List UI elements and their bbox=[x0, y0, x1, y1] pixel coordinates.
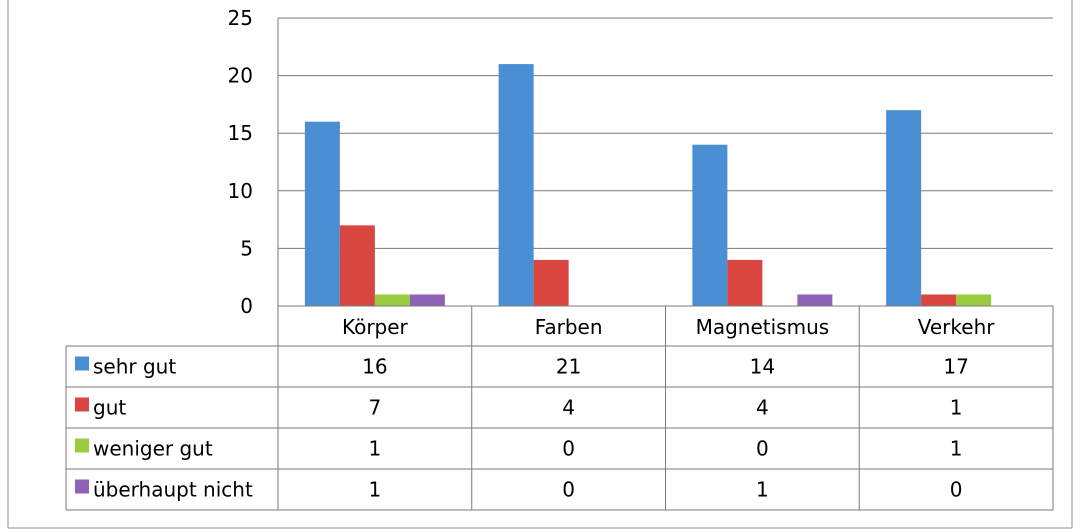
category-label-farben: Farben bbox=[535, 315, 603, 339]
data-label-überhaupt-nicht-magnetismus: 1 bbox=[756, 478, 769, 502]
data-label-gut-magnetismus: 4 bbox=[756, 396, 769, 420]
bar-weniger-gut-körper bbox=[374, 294, 410, 306]
data-table: Körper Farben Magnetismus Verkehr sehr gut 16… bbox=[65, 305, 1054, 511]
y-tick-label: 15 bbox=[228, 121, 253, 145]
data-label-gut-farben: 4 bbox=[562, 396, 575, 420]
bar-weniger-gut-verkehr bbox=[956, 294, 992, 306]
y-tick-label: 25 bbox=[228, 6, 253, 30]
category-label-körper: Körper bbox=[342, 315, 409, 339]
legend-key-weniger-gut bbox=[75, 438, 89, 453]
bar-überhaupt-nicht-magnetismus bbox=[797, 294, 833, 306]
data-label-weniger-gut-körper: 1 bbox=[369, 437, 382, 461]
y-tick-label: 20 bbox=[228, 64, 253, 88]
bar-gut-magnetismus bbox=[727, 259, 763, 306]
bar-überhaupt-nicht-körper bbox=[409, 294, 445, 306]
bar-gut-verkehr bbox=[921, 294, 957, 306]
series-label-überhaupt-nicht: überhaupt nicht bbox=[93, 478, 253, 502]
bar-gut-farben bbox=[533, 259, 569, 306]
category-label-magnetismus: Magnetismus bbox=[696, 315, 830, 339]
series-label-gut: gut bbox=[93, 396, 126, 420]
bar-sehr-gut-körper bbox=[304, 121, 340, 307]
data-label-sehr-gut-verkehr: 17 bbox=[943, 355, 968, 379]
series-label-sehr-gut: sehr gut bbox=[93, 355, 176, 379]
data-label-überhaupt-nicht-verkehr: 0 bbox=[950, 478, 963, 502]
data-label-sehr-gut-magnetismus: 14 bbox=[750, 355, 775, 379]
y-tick-label: 0 bbox=[240, 294, 253, 318]
y-tick-label: 10 bbox=[228, 179, 253, 203]
data-label-überhaupt-nicht-farben: 0 bbox=[562, 478, 575, 502]
bar-gut-körper bbox=[339, 225, 375, 306]
bar-sehr-gut-farben bbox=[498, 64, 534, 306]
series-label-weniger-gut: weniger gut bbox=[93, 437, 213, 461]
bars bbox=[304, 64, 992, 307]
y-axis-ticks: 0 5 10 15 20 25 bbox=[228, 6, 253, 318]
data-label-gut-körper: 7 bbox=[369, 396, 382, 420]
legend-key-sehr-gut bbox=[75, 356, 89, 371]
data-label-überhaupt-nicht-körper: 1 bbox=[369, 478, 382, 502]
data-label-weniger-gut-farben: 0 bbox=[562, 437, 575, 461]
data-label-sehr-gut-farben: 21 bbox=[556, 355, 581, 379]
bar-sehr-gut-magnetismus bbox=[692, 144, 728, 306]
data-label-sehr-gut-körper: 16 bbox=[362, 355, 387, 379]
category-label-verkehr: Verkehr bbox=[918, 315, 996, 339]
data-label-weniger-gut-verkehr: 1 bbox=[950, 437, 963, 461]
legend-key-gut bbox=[75, 397, 89, 412]
y-tick-label: 5 bbox=[240, 236, 253, 260]
gridlines bbox=[7, 0, 1073, 529]
legend-key-überhaupt-nicht bbox=[75, 479, 89, 494]
bar-sehr-gut-verkehr bbox=[886, 110, 922, 306]
data-label-gut-verkehr: 1 bbox=[950, 396, 963, 420]
data-label-weniger-gut-magnetismus: 0 bbox=[756, 437, 769, 461]
